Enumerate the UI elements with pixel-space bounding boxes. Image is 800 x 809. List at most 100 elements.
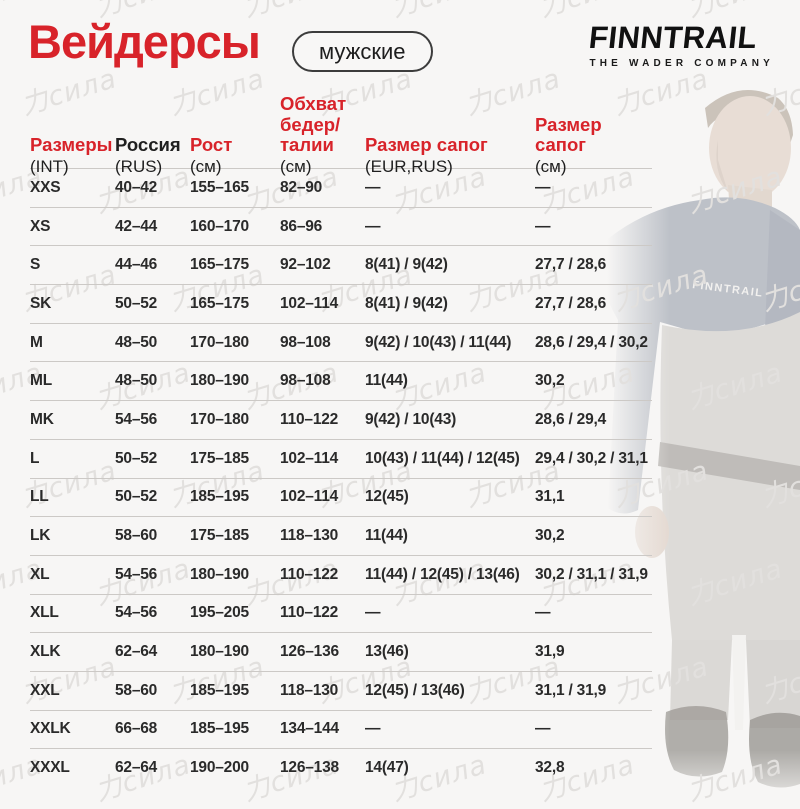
value-cell: 102–114 bbox=[280, 294, 339, 312]
value-cell: 190–200 bbox=[190, 759, 249, 777]
table-row: XLK 62–64 180–190 126–136 13(46) 31,9 bbox=[30, 632, 652, 671]
value-cell: 175–185 bbox=[190, 449, 249, 467]
value-cell: 31,9 bbox=[535, 643, 565, 661]
page-title: Вейдерсы bbox=[28, 15, 261, 68]
table-row: LL 50–52 185–195 102–114 12(45) 31,1 bbox=[30, 477, 652, 517]
value-cell: 170–180 bbox=[190, 333, 249, 351]
brand-name: FINNTRAIL bbox=[587, 20, 760, 55]
value-cell: 134–144 bbox=[280, 720, 339, 738]
col-header-hips-waist: Обхват бедер/ талии (см) bbox=[280, 93, 347, 177]
value-cell: 28,6 / 29,4 / 30,2 bbox=[535, 333, 648, 351]
size-table: Размеры (INT) Россия (RUS) Рост (см) Обх… bbox=[30, 93, 652, 787]
value-cell: 58–60 bbox=[115, 681, 158, 699]
photo-fade-bottom bbox=[600, 750, 800, 800]
value-cell: 160–170 bbox=[190, 217, 249, 235]
size-cell: L bbox=[30, 449, 40, 467]
col-header-boot-cm: Размер сапог (см) bbox=[535, 113, 602, 177]
value-cell: 98–108 bbox=[280, 372, 331, 390]
value-cell: 92–102 bbox=[280, 256, 331, 274]
value-cell: — bbox=[535, 217, 551, 235]
table-row: XS 42–44 160–170 86–96 — — bbox=[30, 206, 652, 246]
size-cell: ML bbox=[30, 372, 52, 390]
value-cell: 118–130 bbox=[280, 681, 339, 699]
value-cell: — bbox=[365, 604, 381, 622]
value-cell: 27,7 / 28,6 bbox=[535, 294, 607, 312]
value-cell: 58–60 bbox=[115, 527, 158, 545]
value-cell: 102–114 bbox=[280, 449, 339, 467]
value-cell: 12(45) / 13(46) bbox=[365, 681, 465, 699]
table-row: XLL 54–56 195–205 110–122 — — bbox=[30, 593, 652, 633]
value-cell: 32,8 bbox=[535, 759, 565, 777]
size-cell: XXL bbox=[30, 681, 60, 699]
value-cell: 180–190 bbox=[190, 372, 249, 390]
size-cell: M bbox=[30, 333, 43, 351]
table-row: XXLK 66–68 185–195 134–144 — — bbox=[30, 709, 652, 749]
value-cell: 8(41) / 9(42) bbox=[365, 294, 448, 312]
value-cell: 11(44) bbox=[365, 372, 408, 390]
size-cell: MK bbox=[30, 410, 54, 428]
value-cell: 48–50 bbox=[115, 333, 158, 351]
value-cell: 62–64 bbox=[115, 759, 158, 777]
value-cell: 165–175 bbox=[190, 256, 249, 274]
table-row: M 48–50 170–180 98–108 9(42) / 10(43) / 11(4… bbox=[30, 322, 652, 362]
size-cell: XXS bbox=[30, 178, 61, 196]
value-cell: — bbox=[365, 720, 381, 738]
photo-fade-left bbox=[600, 80, 670, 800]
size-cell: XLK bbox=[30, 643, 61, 661]
value-cell: 50–52 bbox=[115, 488, 158, 506]
table-row: MK 54–56 170–180 110–122 9(42) / 10(43) 28,6 … bbox=[30, 400, 652, 439]
gender-badge: мужские bbox=[292, 31, 433, 72]
value-cell: 126–136 bbox=[280, 643, 339, 661]
value-cell: 50–52 bbox=[115, 294, 158, 312]
table-row: XXXL 62–64 190–200 126–138 14(47) 32,8 bbox=[30, 748, 652, 787]
value-cell: 110–122 bbox=[280, 604, 339, 622]
size-cell: LK bbox=[30, 527, 51, 545]
value-cell: 11(44) / 12(45) / 13(46) bbox=[365, 565, 520, 583]
value-cell: 54–56 bbox=[115, 410, 158, 428]
value-cell: 31,1 / 31,9 bbox=[535, 681, 607, 699]
value-cell: 10(43) / 11(44) / 12(45) bbox=[365, 449, 520, 467]
size-cell: XXXL bbox=[30, 759, 70, 777]
size-cell: XLL bbox=[30, 604, 59, 622]
value-cell: 8(41) / 9(42) bbox=[365, 256, 448, 274]
value-cell: 14(47) bbox=[365, 759, 409, 777]
col-header-height: Рост (см) bbox=[190, 134, 233, 177]
value-cell: — bbox=[365, 178, 381, 196]
table-row: LK 58–60 175–185 118–130 11(44) 30,2 bbox=[30, 516, 652, 555]
value-cell: 110–122 bbox=[280, 565, 339, 583]
size-cell: SK bbox=[30, 294, 52, 312]
value-cell: 29,4 / 30,2 / 31,1 bbox=[535, 449, 648, 467]
value-cell: 62–64 bbox=[115, 643, 158, 661]
value-cell: 86–96 bbox=[280, 217, 323, 235]
value-cell: 28,6 / 29,4 bbox=[535, 410, 607, 428]
value-cell: 12(45) bbox=[365, 488, 409, 506]
table-row: XXL 58–60 185–195 118–130 12(45) / 13(46) 31,… bbox=[30, 670, 652, 710]
col-header-size-int: Размеры (INT) bbox=[30, 134, 113, 177]
value-cell: 54–56 bbox=[115, 565, 158, 583]
value-cell: 66–68 bbox=[115, 720, 158, 738]
model-belt bbox=[658, 442, 800, 490]
value-cell: — bbox=[535, 720, 551, 738]
value-cell: 155–165 bbox=[190, 178, 249, 196]
value-cell: 27,7 / 28,6 bbox=[535, 256, 607, 274]
value-cell: 13(46) bbox=[365, 643, 409, 661]
value-cell: 30,2 bbox=[535, 372, 565, 390]
table-row: XL 54–56 180–190 110–122 11(44) / 12(45) / 1… bbox=[30, 554, 652, 594]
gender-badge-label: мужские bbox=[319, 38, 406, 64]
size-cell: S bbox=[30, 256, 41, 274]
value-cell: 42–44 bbox=[115, 217, 158, 235]
value-cell: 50–52 bbox=[115, 449, 158, 467]
value-cell: 195–205 bbox=[190, 604, 249, 622]
table-row: S 44–46 165–175 92–102 8(41) / 9(42) 27,7 / 2… bbox=[30, 245, 652, 284]
value-cell: 185–195 bbox=[190, 488, 249, 506]
value-cell: 54–56 bbox=[115, 604, 158, 622]
value-cell: 44–46 bbox=[115, 256, 158, 274]
value-cell: 30,2 / 31,1 / 31,9 bbox=[535, 565, 648, 583]
value-cell: 9(42) / 10(43) / 11(44) bbox=[365, 333, 512, 351]
table-row: XXS 40–42 155–165 82–90 — — bbox=[30, 168, 652, 207]
value-cell: 11(44) bbox=[365, 527, 408, 545]
value-cell: 82–90 bbox=[280, 178, 323, 196]
brand-logo: FINNTRAIL THE WADER COMPANY bbox=[587, 20, 774, 69]
value-cell: 118–130 bbox=[280, 527, 339, 545]
value-cell: — bbox=[535, 604, 551, 622]
